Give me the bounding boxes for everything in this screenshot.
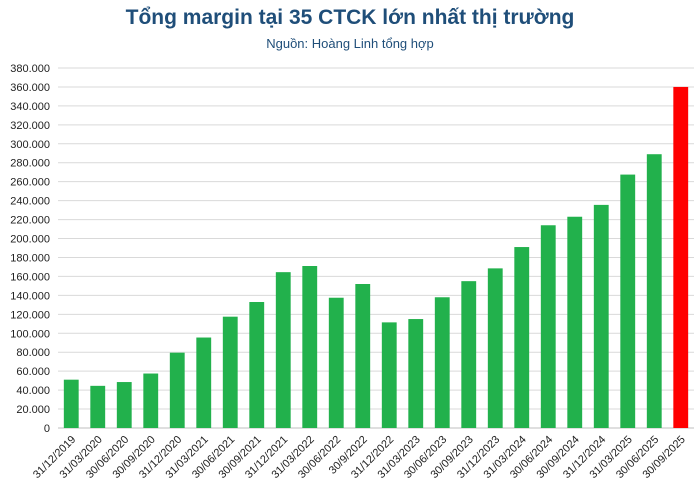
bar-30/09/2020	[143, 373, 159, 428]
y-tick-label: 240.000	[10, 196, 50, 208]
bar-30/09/2021	[249, 302, 265, 428]
bar-30/06/2022	[328, 297, 344, 428]
y-tick-label: 80.000	[16, 347, 50, 359]
bar-31/12/2024	[593, 204, 609, 428]
y-tick-label: 220.000	[10, 215, 50, 227]
bar-30/06/2020	[116, 382, 132, 428]
y-tick-label: 40.000	[16, 385, 50, 397]
bar-30/09/2024	[567, 216, 583, 428]
x-axis: 31/12/201931/03/202030/06/202030/09/2020…	[31, 434, 688, 481]
y-tick-label: 280.000	[10, 158, 50, 170]
y-tick-label: 300.000	[10, 139, 50, 151]
chart-title: Tổng margin tại 35 CTCK lớn nhất thị trư…	[125, 6, 575, 29]
y-tick-label: 320.000	[10, 120, 50, 132]
bar-31/03/2025	[620, 174, 636, 428]
bar-30/09/2023	[461, 281, 477, 428]
y-axis: 0 20.000 40.000 60.000 80.000 100.000 120.000 1…	[10, 63, 694, 435]
y-tick-label: 360.000	[10, 82, 50, 94]
bar-30/06/2024	[540, 225, 556, 428]
bar-31/12/2021	[275, 272, 291, 428]
bars	[63, 86, 689, 428]
bar-30/9/2022	[355, 284, 371, 428]
y-tick-label: 20.000	[16, 404, 50, 416]
bar-30/06/2021	[222, 316, 238, 428]
chart-subtitle: Nguồn: Hoàng Linh tổng hợp	[266, 36, 434, 51]
bar-31/03/2024	[514, 247, 530, 428]
bar-30/09/2025	[673, 86, 689, 428]
y-tick-label: 340.000	[10, 101, 50, 113]
y-tick-label: 140.000	[10, 290, 50, 302]
y-tick-label: 60.000	[16, 366, 50, 378]
grid-lines	[58, 67, 694, 429]
bar-31/12/2022	[381, 322, 397, 428]
y-tick-label: 0	[44, 423, 50, 435]
bar-31/03/2021	[196, 337, 212, 428]
bar-31/03/2022	[302, 266, 318, 428]
bar-31/03/2023	[408, 319, 424, 428]
y-tick-label: 100.000	[10, 328, 50, 340]
y-tick-label: 200.000	[10, 234, 50, 246]
y-tick-label: 160.000	[10, 271, 50, 283]
y-tick-label: 380.000	[10, 63, 50, 75]
bar-31/12/2020	[169, 352, 185, 428]
bar-31/03/2020	[90, 385, 106, 428]
y-tick-label: 260.000	[10, 177, 50, 189]
bar-30/06/2025	[646, 154, 662, 428]
bar-30/06/2023	[434, 297, 450, 428]
bar-31/12/2023	[487, 268, 503, 428]
bar-31/12/2019	[63, 379, 79, 428]
y-tick-label: 120.000	[10, 309, 50, 321]
y-tick-label: 180.000	[10, 252, 50, 264]
